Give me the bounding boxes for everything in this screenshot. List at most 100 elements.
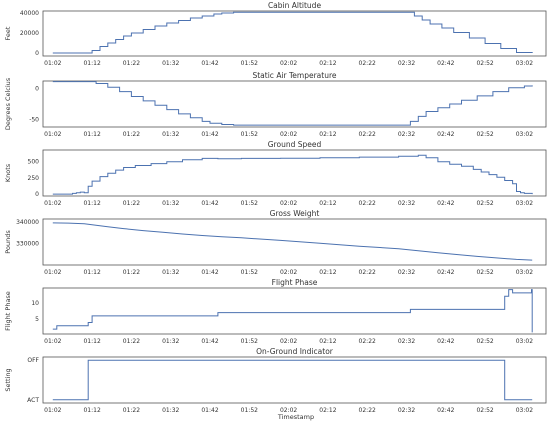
y-tick-label: 330000 [16, 241, 39, 248]
chart-title: Static Air Temperature [252, 71, 336, 80]
x-tick-label: 01:42 [201, 200, 218, 207]
x-tick-label: 02:42 [437, 407, 454, 414]
x-tick-label: 01:02 [44, 60, 61, 67]
x-tick-label: 02:12 [319, 407, 336, 414]
y-tick-label: -50 [29, 117, 39, 124]
x-tick-label: 01:52 [241, 60, 258, 67]
x-tick-label: 02:32 [398, 131, 415, 138]
x-tick-label: 02:02 [280, 269, 297, 276]
x-tick-label: 02:42 [437, 60, 454, 67]
x-tick-label: 03:02 [516, 269, 533, 276]
x-tick-label: 02:22 [359, 269, 376, 276]
x-tick-label: 02:42 [437, 200, 454, 207]
panel-2: Static Air Temperature Degrees Celcius 0 -5… [4, 71, 547, 138]
x-tick-label: 02:52 [476, 407, 493, 414]
x-tick-label: 02:02 [280, 60, 297, 67]
chart-title: Cabin Altitude [268, 1, 322, 10]
x-tick-label: 01:52 [241, 407, 258, 414]
x-tick-label: 02:52 [476, 269, 493, 276]
x-tick-label: 02:12 [319, 200, 336, 207]
x-tick-label: 03:02 [516, 60, 533, 67]
x-tick-label: 01:22 [123, 269, 140, 276]
panel-1: Cabin Altitude Feet 0 20000 40000 01:02 01:12 0… [4, 1, 547, 67]
x-tick-label: 02:32 [398, 407, 415, 414]
y-axis-label: Feet [4, 26, 12, 40]
x-tick-label: 01:22 [123, 338, 140, 345]
x-tick-label: 02:32 [398, 269, 415, 276]
y-tick-label: OFF [27, 357, 39, 364]
x-tick-label: 01:22 [123, 407, 140, 414]
x-tick-label: 01:22 [123, 200, 140, 207]
x-tick-label: 02:12 [319, 60, 336, 67]
x-tick-label: 03:02 [516, 407, 533, 414]
y-tick-label: ACT [27, 397, 39, 404]
x-tick-label: 01:12 [83, 407, 100, 414]
plot-frame [42, 287, 547, 335]
chart-title: Gross Weight [270, 209, 320, 218]
x-tick-label: 01:12 [83, 200, 100, 207]
x-tick-label: 01:12 [83, 338, 100, 345]
x-tick-label: 03:02 [516, 338, 533, 345]
plot-frame [42, 356, 547, 404]
y-axis-label: Setting [4, 368, 12, 391]
x-tick-label: 01:32 [162, 407, 179, 414]
y-tick-label: 0 [35, 50, 39, 57]
x-tick-label: 01:12 [83, 60, 100, 67]
x-tick-label: 01:32 [162, 338, 179, 345]
series-line [52, 222, 533, 261]
series-line [52, 81, 533, 126]
x-tick-label: 01:42 [201, 407, 218, 414]
plot-frame [42, 149, 547, 197]
x-tick-label: 02:12 [319, 269, 336, 276]
x-tick-label: 01:42 [201, 60, 218, 67]
x-tick-label: 01:42 [201, 269, 218, 276]
plot-frame [42, 10, 547, 57]
y-axis-label: Knots [4, 163, 12, 182]
x-tick-label: 01:02 [44, 407, 61, 414]
plot-frame [42, 80, 547, 128]
x-tick-label: 01:32 [162, 60, 179, 67]
y-axis-label: Degrees Celcius [4, 77, 12, 130]
x-tick-label: 01:42 [201, 338, 218, 345]
x-tick-label: 02:02 [280, 407, 297, 414]
x-tick-label: 02:42 [437, 131, 454, 138]
series-line [52, 359, 533, 401]
x-tick-label: 02:22 [359, 131, 376, 138]
x-tick-label: 02:02 [280, 338, 297, 345]
y-tick-label: 40000 [20, 10, 39, 17]
x-tick-label: 02:52 [476, 338, 493, 345]
panel-6: On-Ground Indicator Setting ACT OFF 01:02 01:… [4, 347, 547, 414]
x-tick-label: 01:12 [83, 269, 100, 276]
x-tick-label: 01:02 [44, 131, 61, 138]
x-tick-label: 02:42 [437, 338, 454, 345]
x-tick-label: 02:22 [359, 60, 376, 67]
y-axis-label: Flight Phase [4, 291, 12, 331]
x-tick-label: 03:02 [516, 200, 533, 207]
x-tick-label: 01:42 [201, 131, 218, 138]
x-tick-label: 02:32 [398, 338, 415, 345]
y-tick-label: 20000 [20, 30, 39, 37]
x-tick-label: 02:32 [398, 60, 415, 67]
series-line [52, 289, 533, 333]
x-tick-label: 01:32 [162, 131, 179, 138]
x-tick-label: 01:32 [162, 200, 179, 207]
x-tick-label: 02:02 [280, 200, 297, 207]
plot-frame [42, 218, 547, 266]
x-tick-label: 02:12 [319, 338, 336, 345]
x-tick-label: 02:22 [359, 407, 376, 414]
chart-title: Ground Speed [268, 140, 322, 149]
x-tick-label: 02:02 [280, 131, 297, 138]
y-tick-label: 10 [31, 300, 39, 307]
y-tick-label: 250 [28, 175, 40, 182]
y-tick-label: 340000 [16, 219, 39, 226]
x-tick-label: 03:02 [516, 131, 533, 138]
series-line [52, 11, 533, 54]
y-tick-label: 0 [35, 191, 39, 198]
x-tick-label: 01:12 [83, 131, 100, 138]
x-tick-label: 01:02 [44, 200, 61, 207]
x-tick-label: 02:22 [359, 200, 376, 207]
x-tick-label: 01:02 [44, 269, 61, 276]
panel-3: Ground Speed Knots 0 250 500 01:02 01:12 01:22 0… [4, 140, 547, 207]
x-tick-label: 01:22 [123, 60, 140, 67]
